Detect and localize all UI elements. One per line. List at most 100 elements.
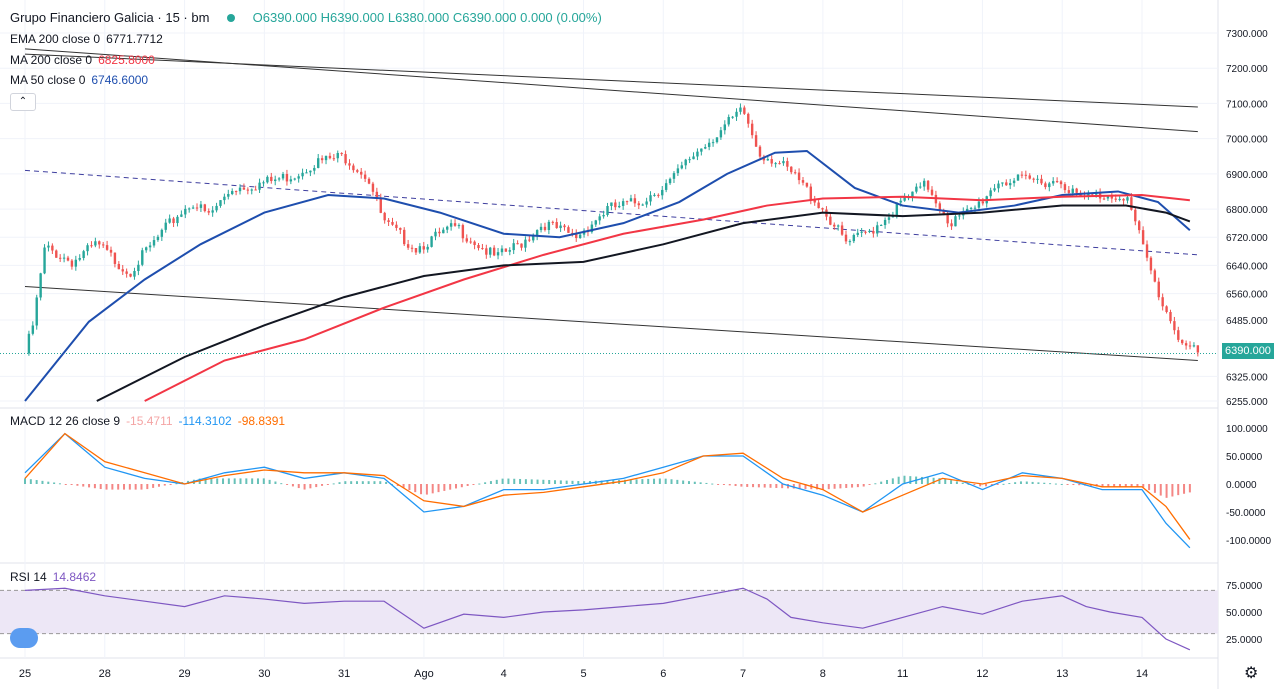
candle-body xyxy=(289,179,293,182)
candle-body xyxy=(1102,198,1106,200)
ema200-label: EMA 200 close 0 xyxy=(10,32,101,46)
candle-body xyxy=(426,246,429,250)
candle-body xyxy=(285,173,289,182)
ma50-value: 6746.6000 xyxy=(91,73,149,87)
candle-body xyxy=(1063,184,1067,191)
macd-hist-bar xyxy=(414,484,417,493)
ma-line[interactable] xyxy=(144,193,1190,402)
ma200-label: MA 200 close 0 xyxy=(10,53,93,67)
candle-body xyxy=(883,219,887,226)
ma200-legend[interactable]: MA 200 close 0 6825.8000 xyxy=(10,53,155,67)
macd-hist-bar xyxy=(653,478,656,484)
candle-body xyxy=(1184,343,1188,346)
macd-hist-bar xyxy=(449,484,452,490)
macd-hist-bar xyxy=(897,476,900,484)
candle-body xyxy=(442,229,445,234)
candle-body xyxy=(164,222,167,230)
candle-body xyxy=(1040,178,1043,184)
trendline[interactable] xyxy=(24,286,1198,362)
macd-hist-bar xyxy=(973,484,976,486)
candle-body xyxy=(1169,311,1172,322)
macd-hist-bar xyxy=(606,480,609,484)
ma50-legend[interactable]: MA 50 close 0 6746.6000 xyxy=(10,73,148,87)
collapse-legend-button[interactable]: ⌃ xyxy=(10,93,36,111)
candle-body xyxy=(203,204,207,212)
macd-hist-bar xyxy=(961,482,964,484)
candle-body xyxy=(113,252,117,264)
price-tick-label: 6325.000 xyxy=(1226,372,1268,383)
trendline[interactable] xyxy=(24,53,1198,108)
macd-hist-bar xyxy=(58,483,61,485)
macd-series-line[interactable] xyxy=(24,432,1191,549)
candle-body xyxy=(731,116,734,118)
macd-hist-bar xyxy=(1072,484,1075,485)
settings-gear-icon[interactable]: ⚙ xyxy=(1244,665,1259,682)
macd-series-line[interactable] xyxy=(24,432,1191,540)
candle-body xyxy=(1059,181,1063,185)
rsi-legend[interactable]: RSI 14 14.8462 xyxy=(10,570,96,584)
macd-hist-bar xyxy=(216,478,219,484)
macd-hist-bar xyxy=(746,484,749,487)
macd-hist-bar xyxy=(344,481,347,484)
macd-hist-bar xyxy=(693,481,696,484)
candle-body xyxy=(844,234,848,242)
trendline[interactable] xyxy=(24,169,1198,256)
candle-body xyxy=(78,258,81,260)
macd-hist-bar xyxy=(204,478,207,484)
candle-body xyxy=(492,247,496,256)
macd-tick-label: -50.0000 xyxy=(1226,508,1266,519)
candle-body xyxy=(700,148,703,152)
candle-body xyxy=(324,155,328,161)
macd-hist-bar xyxy=(1171,484,1174,497)
candle-body xyxy=(571,232,574,234)
macd-hist-bar xyxy=(804,484,807,489)
candle-body xyxy=(664,183,668,190)
candle-body xyxy=(829,216,832,225)
candle-body xyxy=(31,325,35,334)
candle-body xyxy=(125,271,128,274)
candle-body xyxy=(172,218,175,224)
candle-body xyxy=(676,168,680,174)
candle-body xyxy=(62,257,66,259)
candle-body xyxy=(754,135,758,147)
macd-hist-bar xyxy=(874,483,877,485)
candle-body xyxy=(434,231,437,237)
candle-body xyxy=(715,137,719,143)
macd-hist-bar xyxy=(990,484,993,486)
macd-hist-bar xyxy=(658,478,661,484)
ema200-legend[interactable]: EMA 200 close 0 6771.7712 xyxy=(10,32,163,46)
ma50-label: MA 50 close 0 xyxy=(10,73,86,87)
macd-hist-bar xyxy=(513,478,516,484)
macd-hist-bar xyxy=(1066,484,1069,485)
candle-body xyxy=(1134,209,1137,222)
candle-body xyxy=(195,207,199,209)
market-status-icon xyxy=(227,14,236,23)
candle-body xyxy=(35,297,38,326)
macd-legend[interactable]: MACD 12 26 close 9 -15.4711 -114.3102 -98.8… xyxy=(10,414,285,428)
candle-body xyxy=(1044,183,1047,188)
candle-body xyxy=(403,229,406,245)
rsi-line[interactable] xyxy=(24,587,1191,651)
candle-body xyxy=(94,241,97,246)
macd-hist-bar xyxy=(82,484,85,487)
candle-body xyxy=(144,247,148,251)
ma-line[interactable] xyxy=(24,149,1191,402)
trendline[interactable] xyxy=(24,48,1198,133)
candle-body xyxy=(270,176,273,182)
candle-body xyxy=(242,187,246,190)
candle-body xyxy=(1122,198,1125,201)
macd-hist-bar xyxy=(536,479,539,484)
candle-body xyxy=(915,186,918,192)
candle-body xyxy=(555,222,558,229)
ma-line[interactable] xyxy=(96,204,1191,402)
candle-body xyxy=(317,158,320,168)
macd-hist-bar xyxy=(816,484,819,490)
macd-hist-bar xyxy=(985,484,988,487)
candle-body xyxy=(1028,175,1031,179)
candle-body xyxy=(1177,330,1180,340)
macd-hist-value: -15.4711 xyxy=(126,414,173,428)
candle-body xyxy=(610,202,613,207)
candle-body xyxy=(774,163,777,165)
tradingview-logo-icon[interactable] xyxy=(10,628,38,648)
